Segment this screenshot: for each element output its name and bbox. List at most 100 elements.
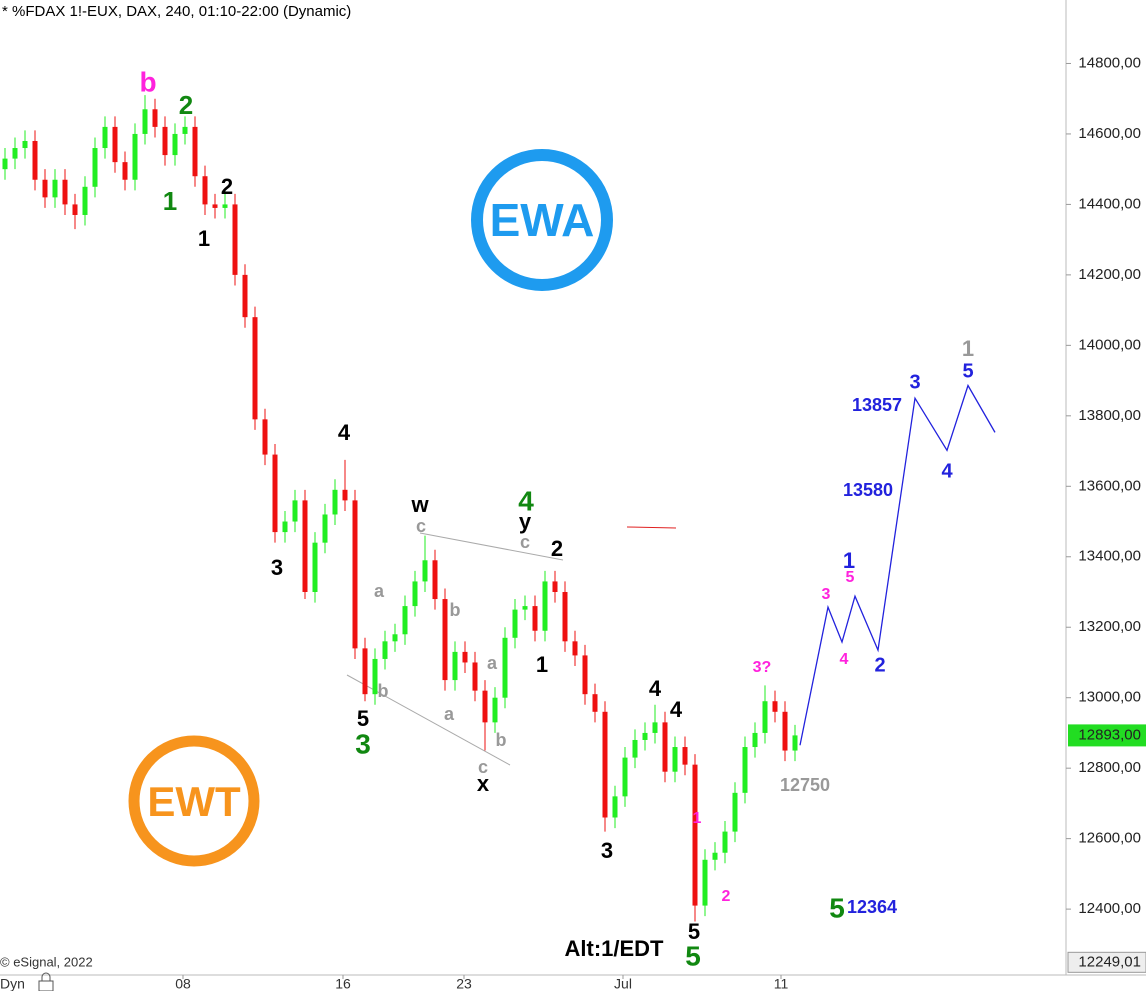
- candle-body: [382, 641, 388, 659]
- candle-body: [572, 641, 578, 656]
- candle-body: [462, 651, 468, 663]
- candle-body: [102, 126, 108, 149]
- candle-body: [492, 697, 498, 723]
- y-tick-label: 13000,00: [1078, 689, 1141, 706]
- wave-label: 3: [822, 586, 831, 603]
- candle-body: [262, 419, 268, 455]
- candle-body: [302, 500, 308, 592]
- candle-body: [512, 609, 518, 638]
- candle-body: [732, 792, 738, 832]
- candle-body: [162, 126, 168, 156]
- y-tick-label: 12400,00: [1078, 900, 1141, 917]
- axis-low-box: [1067, 951, 1146, 973]
- candle-body: [312, 542, 318, 592]
- wave-label: 1: [843, 548, 855, 573]
- candle-body: [202, 176, 208, 205]
- wave-label: 5: [962, 360, 973, 382]
- wave-label: a: [374, 581, 385, 601]
- candle-body: [112, 126, 118, 163]
- candle-body: [542, 581, 548, 631]
- candle-body: [622, 757, 628, 797]
- candle-body: [602, 711, 608, 818]
- candle-body: [372, 658, 378, 695]
- candle-body: [672, 747, 678, 772]
- candle-body: [292, 500, 298, 522]
- candle-body: [442, 599, 448, 681]
- last-price-label: 12893,00: [1078, 726, 1141, 743]
- wave-label: 12364: [847, 897, 897, 917]
- candle-body: [192, 126, 198, 177]
- candle-body: [552, 581, 558, 592]
- y-tick-label: 13200,00: [1078, 618, 1141, 635]
- wave-label: 2: [722, 888, 731, 905]
- candle-body: [652, 722, 658, 733]
- source: © eSignal, 2022: [0, 954, 93, 969]
- candle-body: [32, 140, 38, 180]
- wave-label: c: [416, 516, 426, 536]
- candle-body: [592, 694, 598, 712]
- candle-body: [452, 651, 458, 681]
- candle-body: [712, 852, 718, 860]
- axis-low-label: 12249,01: [1078, 953, 1141, 970]
- wave-label: 1: [962, 336, 974, 361]
- wave-label: 13857: [852, 395, 902, 415]
- candle-body: [482, 690, 488, 723]
- candle-body: [612, 796, 618, 818]
- y-tick-label: 14200,00: [1078, 266, 1141, 283]
- wave-label: 4: [941, 460, 953, 482]
- candle-body: [532, 606, 538, 631]
- candle-body: [62, 179, 68, 205]
- candle-body: [92, 148, 98, 187]
- candle-body: [362, 648, 368, 695]
- logo-text: EWA: [490, 194, 595, 246]
- wave-label: 5: [829, 892, 845, 923]
- level-line: [626, 526, 677, 529]
- wave-label: 5: [685, 940, 701, 971]
- candle-body: [412, 581, 418, 607]
- wave-label: 2: [221, 174, 233, 199]
- candle-body: [152, 109, 158, 127]
- y-tick-label: 13600,00: [1078, 477, 1141, 494]
- wave-label: c: [478, 757, 488, 777]
- projection-line: [799, 383, 996, 746]
- y-tick-label: 12600,00: [1078, 830, 1141, 847]
- chart-title: * %FDAX 1!-EUX, DAX, 240, 01:10-22:00 (D…: [2, 3, 351, 20]
- candle-body: [142, 109, 148, 134]
- candle-body: [22, 140, 28, 149]
- candle-body: [792, 735, 798, 751]
- candle-body: [632, 739, 638, 758]
- mode-label: Dyn: [0, 976, 25, 991]
- y-tick-label: 13800,00: [1078, 407, 1141, 424]
- wave-label: 3?: [753, 659, 772, 676]
- wave-label: 2: [179, 90, 193, 120]
- candle-body: [682, 747, 688, 765]
- candle-body: [52, 179, 58, 198]
- candle-body: [702, 859, 708, 906]
- lock-icon: [38, 972, 54, 991]
- candle-body: [352, 500, 358, 649]
- candle-body: [422, 560, 428, 582]
- x-tick-label: 16: [335, 976, 351, 991]
- wave-label: a: [444, 704, 455, 724]
- x-tick-label: Jul: [614, 976, 632, 991]
- candle-body: [242, 274, 248, 318]
- candle-body: [122, 162, 128, 180]
- candle-body: [222, 204, 228, 208]
- wave-label: b: [496, 730, 507, 750]
- wave-label: 12750: [780, 775, 830, 795]
- lock-body: [38, 980, 54, 991]
- y-tick-label: 14600,00: [1078, 125, 1141, 142]
- wave-label: 3: [601, 838, 613, 863]
- candle-body: [432, 560, 438, 600]
- wave-label: 1: [198, 226, 210, 251]
- candle-body: [582, 655, 588, 695]
- candle-body: [562, 591, 568, 642]
- wave-label: 13580: [843, 480, 893, 500]
- wave-label: y: [519, 509, 532, 534]
- candle-body: [402, 606, 408, 635]
- wave-label: 1: [693, 810, 702, 827]
- candle-body: [252, 317, 258, 420]
- x-tick-label: 23: [456, 976, 472, 991]
- wave-label: b: [378, 681, 389, 701]
- candle-body: [772, 701, 778, 712]
